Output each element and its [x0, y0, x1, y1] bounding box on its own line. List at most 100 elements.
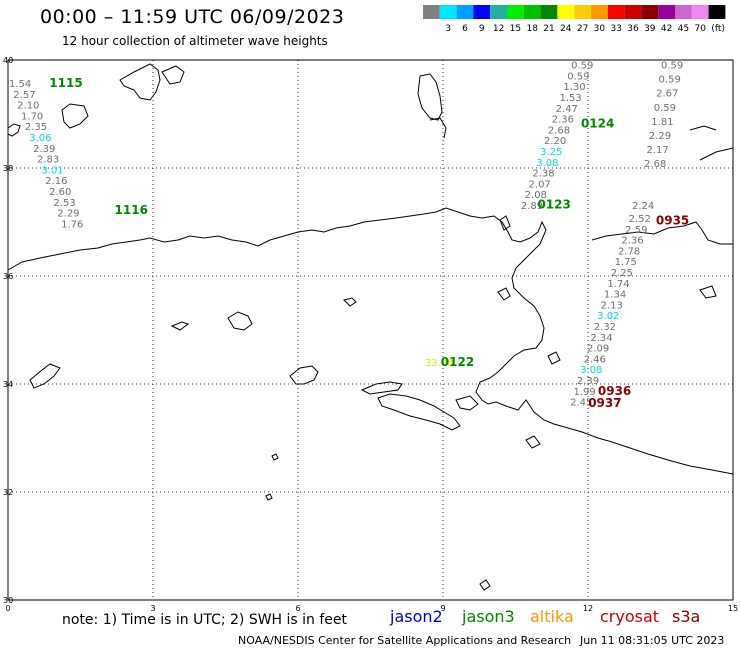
pass-time-label: 1116 — [115, 203, 148, 217]
wave-height-value: 2.57 — [13, 90, 35, 101]
legend-tick-label: 33 — [610, 24, 621, 34]
legend-swatch — [675, 5, 692, 19]
wave-height-value: 2.10 — [17, 101, 39, 112]
latitude-label: 38 — [3, 164, 13, 173]
wave-height-value: 2.68 — [548, 125, 570, 136]
island-outline — [161, 65, 185, 85]
satellite-name: jason2 — [390, 607, 443, 626]
pass-time-label: 0935 — [656, 214, 689, 228]
lat-lon-grid — [8, 60, 733, 600]
wave-height-value: 2.89 — [521, 201, 543, 212]
satellite-name: jason3 — [462, 607, 515, 626]
legend-tick-label: 9 — [479, 24, 485, 34]
legend-unit: (ft) — [711, 24, 725, 34]
wave-height-value: 1.30 — [563, 82, 585, 93]
island-outline — [271, 453, 279, 461]
legend-swatch — [574, 5, 591, 19]
wave-height-value: 0.59 — [571, 61, 593, 72]
legend-tick-label: 42 — [661, 24, 672, 34]
wave-height-value: 1.53 — [559, 93, 581, 104]
legend-tick-label: 36 — [627, 24, 639, 34]
color-legend: 3 6 9 12 15 18 21 24 27 30 33 36 39 42 45 70 (ft) — [423, 5, 726, 34]
wave-height-value: 0.59 — [654, 103, 676, 114]
wave-height-value: 2.13 — [601, 300, 623, 311]
island-outline — [377, 393, 461, 431]
wave-height-value: 2.36 — [621, 236, 643, 247]
wave-height-value: 0.59 — [567, 71, 589, 82]
wave-height-value: 2.08 — [525, 190, 547, 201]
legend-swatch — [624, 5, 642, 19]
legend-swatch — [423, 5, 440, 19]
footer-timestamp: Jun 11 08:31:05 UTC 2023 — [580, 634, 725, 647]
island-outline — [7, 123, 21, 137]
legend-tick-label: 39 — [644, 24, 656, 34]
wave-height-value: 2.83 — [37, 155, 59, 166]
island-outline — [289, 365, 319, 385]
pass-time-label: 0937 — [588, 396, 621, 410]
wave-height-value: 1.76 — [61, 219, 83, 230]
pass-time-label: 0122 — [441, 355, 474, 369]
wave-height-value: 3.06 — [29, 133, 51, 144]
wave-height-value: 2.24 — [632, 201, 654, 212]
island-outline — [547, 351, 561, 365]
wave-height-value: 2.34 — [590, 333, 612, 344]
wave-height-value: 2.39 — [33, 144, 55, 155]
wave-height-value: 1.81 — [651, 117, 673, 128]
wave-height-value: 2.52 — [629, 214, 651, 225]
island-outline — [29, 363, 61, 389]
wave-height-value: 2.53 — [53, 198, 75, 209]
wave-height-value: 2.32 — [594, 322, 616, 333]
legend-swatch — [607, 5, 625, 19]
wave-height-value: 3.08 — [580, 365, 602, 376]
map-title: 00:00 – 11:59 UTC 06/09/2023 — [40, 6, 345, 28]
island-outline — [119, 63, 161, 101]
wave-height-value: 3.08 — [536, 158, 558, 169]
legend-swatch — [691, 5, 709, 19]
legend-tick-label: 27 — [577, 24, 588, 34]
island-outline — [170, 321, 190, 331]
wave-height-value: 2.07 — [529, 179, 551, 190]
island-outline — [265, 493, 273, 501]
wave-height-value: 1.74 — [607, 279, 629, 290]
legend-tick-label: 6 — [462, 24, 468, 34]
island-outline — [455, 395, 479, 411]
longitude-label: 15 — [728, 604, 738, 613]
wave-height-value: 2.09 — [587, 344, 609, 355]
wave-height-value: 2.47 — [556, 104, 578, 115]
legend-swatch — [490, 5, 507, 19]
legend-tick-label: 45 — [678, 24, 689, 34]
legend-tick-label: 18 — [526, 24, 538, 34]
wave-height-value: 2.17 — [646, 145, 668, 156]
longitude-label: 9 — [440, 604, 445, 613]
wave-height-value: 1.54 — [9, 79, 31, 90]
wave-height-value: 2.78 — [618, 246, 640, 257]
island-outline — [499, 215, 511, 231]
pass-time-label: 0124 — [581, 117, 614, 131]
north-africa-coast — [7, 207, 734, 475]
wave-height-value: 33.08 — [425, 358, 454, 369]
latitude-label: 34 — [3, 380, 13, 389]
wave-height-value: 2.25 — [611, 268, 633, 279]
legend-tick-label: 3 — [445, 24, 451, 34]
wave-height-value: 2.38 — [532, 169, 554, 180]
footer-note: note: 1) Time is in UTC; 2) SWH is in fe… — [62, 612, 348, 628]
longitude-label: 12 — [583, 604, 593, 613]
sicily-outline — [591, 221, 733, 245]
longitude-label: 0 — [5, 604, 10, 613]
island-outline — [61, 103, 89, 129]
wave-height-value: 2.16 — [45, 176, 67, 187]
italy-outline — [689, 125, 717, 131]
longitude-label: 6 — [295, 604, 300, 613]
longitude-label: 3 — [150, 604, 155, 613]
legend-tick-label: 24 — [560, 24, 572, 34]
wave-height-value: 1.34 — [604, 290, 626, 301]
legend-tick-label: 12 — [493, 24, 504, 34]
legend-swatch — [591, 5, 608, 19]
latitude-label: 40 — [3, 56, 13, 65]
satellite-name: cryosat — [600, 607, 660, 626]
satellite-name: altika — [530, 607, 574, 626]
wave-height-value: 2.29 — [649, 131, 671, 142]
legend-tick-label: 15 — [510, 24, 521, 34]
